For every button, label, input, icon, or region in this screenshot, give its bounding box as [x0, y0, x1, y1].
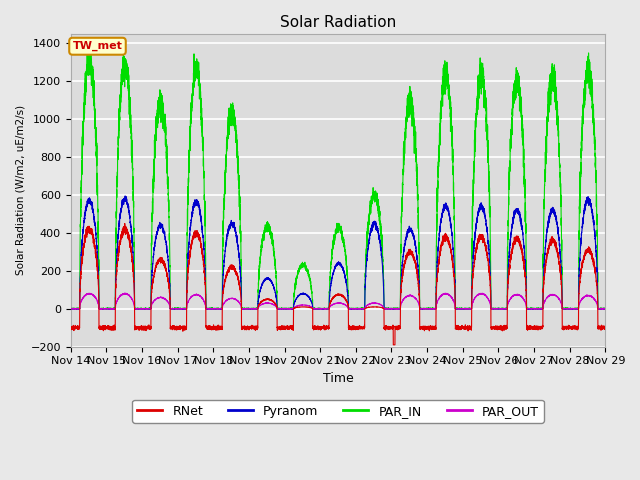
PAR_OUT: [67, 306, 75, 312]
RNet: [572, 326, 580, 332]
RNet: [458, 324, 465, 329]
PAR_IN: [67, 305, 75, 311]
PAR_IN: [602, 306, 609, 312]
PAR_OUT: [442, 290, 449, 296]
PAR_OUT: [320, 306, 328, 312]
PAR_OUT: [458, 306, 465, 312]
Pyranom: [579, 216, 587, 222]
RNet: [248, 324, 256, 329]
PAR_OUT: [579, 295, 587, 301]
PAR_OUT: [572, 306, 580, 312]
PAR_IN: [473, 114, 481, 120]
Line: PAR_OUT: PAR_OUT: [71, 293, 605, 309]
PAR_OUT: [473, 293, 481, 299]
RNet: [320, 322, 328, 328]
Text: TW_met: TW_met: [72, 41, 122, 51]
Y-axis label: Solar Radiation (W/m2, uE/m2/s): Solar Radiation (W/m2, uE/m2/s): [15, 105, 25, 276]
RNet: [579, 259, 587, 265]
PAR_IN: [249, 306, 257, 312]
Pyranom: [602, 306, 609, 312]
Line: RNet: RNet: [71, 224, 605, 345]
Pyranom: [67, 306, 75, 312]
PAR_OUT: [67, 306, 75, 312]
Pyranom: [458, 306, 465, 312]
RNet: [121, 221, 129, 227]
PAR_IN: [572, 306, 580, 312]
RNet: [473, 247, 481, 253]
Pyranom: [121, 193, 129, 199]
Pyranom: [320, 306, 328, 312]
RNet: [602, 324, 609, 330]
RNet: [67, 325, 75, 331]
Pyranom: [67, 306, 75, 312]
Pyranom: [249, 306, 257, 312]
PAR_IN: [458, 306, 465, 312]
PAR_OUT: [248, 306, 256, 312]
PAR_IN: [67, 306, 75, 312]
Legend: RNet, Pyranom, PAR_IN, PAR_OUT: RNet, Pyranom, PAR_IN, PAR_OUT: [132, 400, 544, 423]
Title: Solar Radiation: Solar Radiation: [280, 15, 396, 30]
Line: Pyranom: Pyranom: [71, 196, 605, 309]
PAR_IN: [320, 306, 328, 312]
X-axis label: Time: Time: [323, 372, 353, 385]
Pyranom: [572, 306, 580, 312]
Line: PAR_IN: PAR_IN: [71, 51, 605, 309]
RNet: [389, 342, 397, 348]
PAR_IN: [579, 111, 587, 117]
PAR_IN: [85, 48, 93, 54]
PAR_OUT: [602, 306, 609, 312]
Pyranom: [473, 217, 481, 223]
